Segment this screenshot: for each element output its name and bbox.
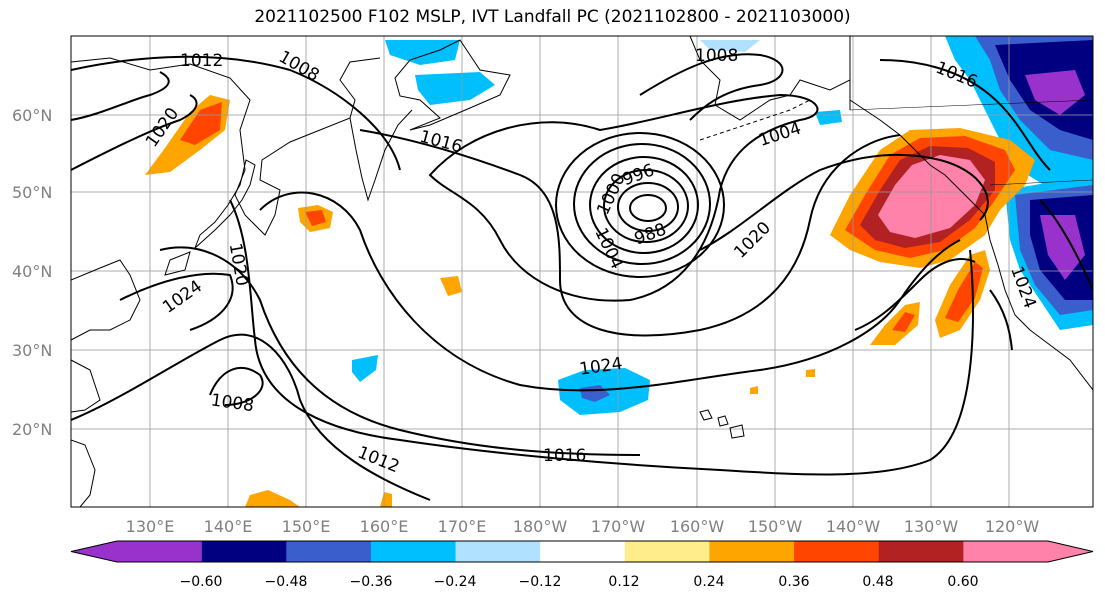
ivt-positive-shading (145, 95, 1035, 507)
ivt-negative-shading (352, 36, 1093, 415)
colorbar-segment (878, 541, 964, 562)
colorbar-tick-label: −0.48 (265, 574, 308, 590)
colorbar-outline (70, 540, 1094, 563)
lat-tick-label: 40°N (12, 262, 52, 281)
lon-tick-label: 130°W (904, 517, 959, 536)
lon-tick-label: 170°W (591, 517, 646, 536)
lon-tick-label: 140°E (204, 517, 253, 536)
lon-tick-labels: 130°E 140°E 150°E 160°E 170°E 180°W 170°… (126, 517, 1040, 536)
colorbar-segment (370, 541, 457, 562)
lon-tick-label: 160°W (670, 517, 725, 536)
map-frame (70, 35, 1094, 508)
colorbar-tick-label: −0.24 (434, 574, 477, 590)
colorbar-segment (71, 541, 202, 562)
lon-tick-label: 180°W (513, 517, 568, 536)
mslp-contours (71, 53, 1093, 501)
colorbar-tick-labels: −0.60 −0.48 −0.36 −0.24 −0.12 0.12 0.24 … (180, 574, 979, 590)
lon-tick-label: 160°E (360, 517, 409, 536)
colorbar-segment (455, 541, 541, 562)
lon-tick-label: 150°W (748, 517, 803, 536)
colorbar-segment (540, 541, 626, 562)
lat-tick-label: 30°N (12, 341, 52, 360)
colorbar-tick-label: 0.48 (862, 574, 893, 590)
lon-tick-label: 150°E (282, 517, 331, 536)
colorbar-tick-label: −0.60 (180, 574, 223, 590)
colorbar-tick-label: 0.60 (947, 574, 978, 590)
lon-tick-label: 140°W (826, 517, 881, 536)
coastlines (71, 36, 1093, 507)
colorbar-segment (709, 541, 795, 562)
colorbar-tick-label: −0.12 (519, 574, 562, 590)
map-title: 2021102500 F102 MSLP, IVT Landfall PC (2… (254, 7, 851, 27)
colorbar-tick-label: 0.24 (693, 574, 724, 590)
lat-tick-label: 60°N (12, 106, 52, 125)
lon-tick-label: 130°E (126, 517, 175, 536)
lon-tick-label: 170°E (438, 517, 487, 536)
colorbar (70, 540, 1094, 563)
graticule (71, 36, 1093, 507)
lat-tick-label: 20°N (12, 420, 52, 439)
colorbar-segment (624, 541, 710, 562)
contour-label: 1016 (543, 446, 586, 466)
colorbar-tick-label: 0.12 (608, 574, 639, 590)
colorbar-segment (201, 541, 287, 562)
colorbar-segment (794, 541, 880, 562)
lat-tick-label: 50°N (12, 183, 52, 202)
colorbar-segment (963, 541, 1093, 562)
contour-label: 1012 (180, 51, 223, 71)
lon-tick-label: 120°W (985, 517, 1040, 536)
colorbar-tick-label: 0.36 (778, 574, 809, 590)
lat-tick-labels: 60°N 50°N 40°N 30°N 20°N (12, 106, 52, 439)
contour-label: 1008 (695, 46, 738, 66)
colorbar-segment (286, 541, 372, 562)
colorbar-tick-label: −0.36 (350, 574, 393, 590)
